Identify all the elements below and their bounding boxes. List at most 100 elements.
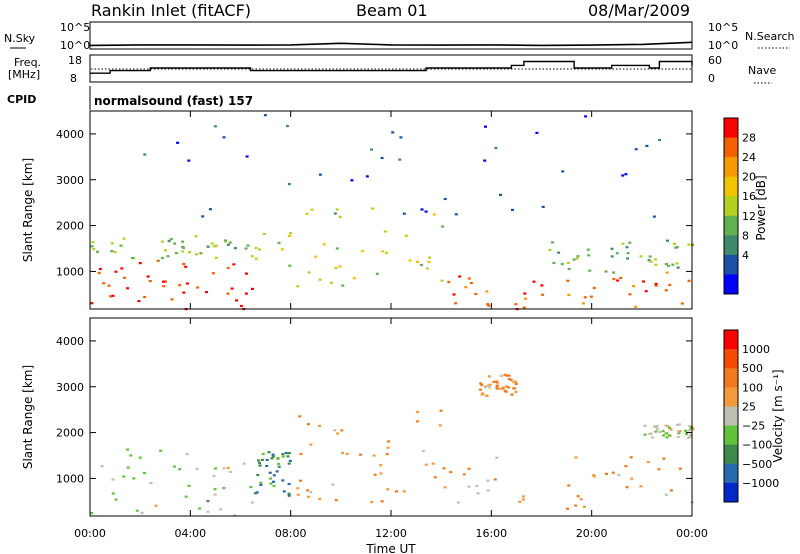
power-point: [213, 125, 217, 128]
power-point: [365, 175, 369, 178]
power-point: [167, 239, 171, 243]
power-point: [131, 256, 134, 260]
power-point: [114, 270, 118, 273]
power-point: [232, 263, 236, 266]
power-colorbar-swatch: [724, 176, 738, 197]
frequency-series: [90, 60, 693, 74]
power-point: [184, 265, 188, 268]
velocity-point: [499, 374, 503, 377]
power-point: [654, 284, 658, 287]
velocity-colorbar-tick-label: 500: [742, 362, 763, 375]
power-point: [123, 276, 127, 279]
power-point: [187, 159, 191, 162]
power-point: [233, 247, 237, 250]
freq-right-tick-bottom: 0: [708, 72, 715, 85]
range-tick-label: 2000: [56, 427, 84, 440]
power-point: [352, 277, 356, 280]
range-tick-label: 4000: [56, 335, 84, 348]
power-point: [675, 262, 679, 265]
station-title: Rankin Inlet (fitACF): [91, 1, 251, 20]
freq-right-tick-top: 60: [708, 54, 722, 67]
power-point: [307, 271, 311, 274]
velocity-point: [249, 486, 253, 489]
velocity-point: [480, 383, 484, 386]
velocity-point: [656, 428, 660, 431]
power-point: [548, 248, 552, 252]
velocity-colorbar-tick-label: 1000: [742, 343, 770, 356]
velocity-colorbar-swatch: [724, 349, 738, 369]
power-point: [262, 233, 266, 236]
power-point: [532, 280, 536, 283]
power-point: [263, 114, 267, 117]
power-point: [210, 242, 214, 245]
velocity-point: [287, 494, 291, 497]
power-point: [91, 241, 95, 244]
velocity-point: [677, 432, 681, 435]
velocity-point: [159, 449, 163, 452]
frequency-panel: Freq. [MHz] 18 8 60 0 Nave: [8, 54, 776, 85]
power-point: [226, 266, 230, 270]
range-tick-label: 1000: [56, 472, 84, 485]
velocity-point: [277, 462, 281, 465]
power-point: [452, 293, 456, 296]
noise-sky-line: [89, 41, 693, 47]
power-point: [175, 252, 178, 255]
velocity-point: [512, 381, 516, 384]
velocity-point: [574, 456, 578, 459]
velocity-point: [341, 451, 345, 454]
power-point: [97, 271, 101, 275]
power-point: [467, 277, 471, 280]
velocity-point: [438, 424, 442, 427]
power-point: [566, 261, 570, 264]
power-point: [674, 246, 678, 249]
power-point: [443, 197, 447, 201]
power-colorbar-tick-label: 20: [742, 171, 756, 184]
power-point: [391, 131, 395, 134]
power-point: [381, 250, 385, 253]
velocity-point: [395, 490, 398, 493]
velocity-point: [296, 493, 300, 496]
velocity-point: [206, 500, 210, 503]
velocity-panel: 4000 3000 2000 1000 Slant Range [km] 1000 50…: [21, 317, 785, 517]
velocity-point: [379, 464, 383, 467]
power-point: [188, 251, 191, 254]
power-point: [540, 284, 544, 287]
power-point: [137, 300, 141, 303]
power-point: [560, 263, 564, 266]
power-point: [628, 241, 632, 244]
velocity-point: [654, 430, 658, 433]
velocity-point: [487, 384, 490, 387]
velocity-point: [114, 498, 118, 501]
range-tick-label: 1000: [56, 265, 84, 278]
noise-right-tick-top: 10^5: [708, 21, 738, 34]
power-point: [566, 279, 570, 282]
power-point: [424, 210, 428, 213]
velocity-point: [505, 385, 509, 388]
power-point: [338, 265, 342, 268]
noise-left-label: N.Sky: [4, 32, 36, 45]
velocity-point: [333, 429, 337, 432]
power-point: [361, 250, 365, 253]
power-colorbar-tick-label: 24: [742, 151, 756, 164]
velocity-point: [172, 465, 176, 468]
velocity-colorbar-swatch: [724, 463, 738, 484]
velocity-point: [514, 380, 518, 383]
velocity-point: [684, 433, 688, 436]
velocity-point: [476, 492, 480, 495]
power-point: [552, 261, 556, 265]
power-point: [567, 267, 571, 271]
velocity-point: [684, 429, 688, 433]
power-point: [250, 255, 254, 258]
power-point: [616, 279, 620, 282]
velocity-point: [669, 428, 673, 431]
power-point: [244, 292, 248, 295]
velocity-point: [574, 504, 578, 507]
power-point: [254, 246, 258, 250]
power-point: [246, 244, 250, 247]
velocity-colorbar-swatch: [724, 387, 738, 407]
velocity-point: [287, 493, 291, 496]
power-point: [164, 249, 167, 252]
velocity-point: [298, 415, 302, 418]
power-point: [583, 296, 587, 299]
